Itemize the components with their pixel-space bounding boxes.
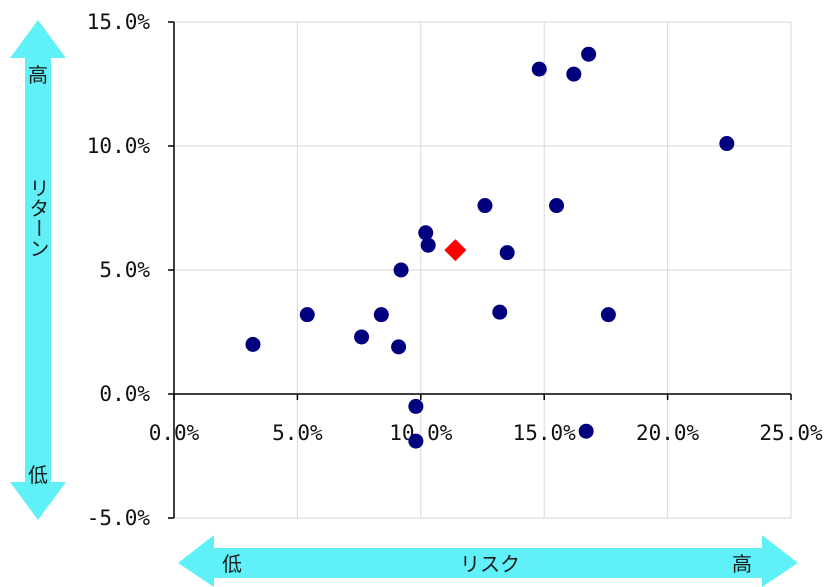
data-point — [408, 398, 424, 414]
x-tick-label: 15.0% — [513, 421, 577, 445]
data-point — [492, 304, 508, 320]
y-tick-label: 10.0% — [87, 134, 151, 158]
return-arrow-high: 高 — [28, 63, 48, 87]
x-tick-label: 0.0% — [149, 421, 200, 445]
return-arrow-shape — [10, 20, 66, 520]
data-point — [373, 307, 389, 323]
data-point — [354, 329, 370, 345]
data-point — [600, 307, 616, 323]
y-tick-label: -5.0% — [87, 506, 151, 530]
risk-arrow-low: 低 — [222, 552, 242, 576]
data-point — [477, 198, 493, 214]
data-point — [499, 245, 515, 261]
x-tick-label: 20.0% — [636, 421, 700, 445]
y-tick-labels: -5.0% 0.0% 5.0% 10.0% 15.0% — [87, 10, 151, 530]
data-point — [408, 433, 424, 449]
data-point — [393, 262, 409, 278]
x-tick-label: 5.0% — [272, 421, 323, 445]
data-point — [719, 136, 735, 152]
risk-arrow: 低 リスク 高 — [178, 535, 798, 587]
data-point — [420, 237, 436, 253]
data-point — [531, 61, 547, 77]
risk-arrow-label: リスク — [460, 552, 520, 576]
data-point — [578, 423, 594, 439]
grid-lines — [173, 21, 792, 519]
y-tick-label: 0.0% — [99, 382, 150, 406]
risk-arrow-high: 高 — [732, 552, 752, 576]
data-point — [418, 225, 434, 241]
data-point — [299, 307, 315, 323]
data-point — [581, 46, 597, 62]
risk-arrow-shape — [178, 535, 798, 587]
y-tick-label: 5.0% — [99, 258, 150, 282]
y-tick-label: 15.0% — [87, 10, 151, 34]
return-arrow-label: リターン — [26, 178, 50, 258]
data-points — [245, 46, 735, 449]
data-point — [566, 66, 582, 82]
data-point — [549, 198, 565, 214]
axes — [168, 21, 792, 519]
return-arrow-low: 低 — [28, 463, 48, 487]
data-point — [391, 339, 407, 355]
x-tick-labels: 0.0% 5.0% 10.0% 15.0% 20.0% 25.0% — [149, 421, 823, 445]
highlight-point — [444, 239, 467, 262]
x-tick-label: 25.0% — [759, 421, 823, 445]
data-point — [245, 336, 261, 352]
return-arrow: 高 リターン 低 — [10, 20, 66, 520]
